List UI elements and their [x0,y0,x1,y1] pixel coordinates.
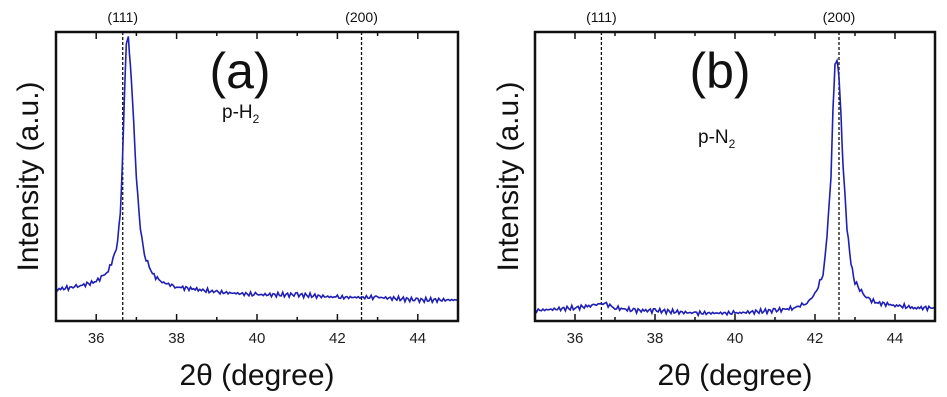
sample-label-base: p-N [698,127,729,148]
x-tick-label: 44 [409,330,426,347]
sample-label-base: p-H [222,102,253,123]
y-axis-label: Intensity (a.u.) [12,81,45,271]
reference-label-0: (111) [586,9,617,25]
panel-a: (111) (200) 36 38 40 42 44 2θ (degree) Intensity… [12,9,460,392]
x-tick-label: 38 [647,330,664,347]
x-tick-label: 36 [567,330,584,347]
sample-label: p-H2 [222,102,260,126]
reference-label-1: (200) [823,9,856,25]
x-tick-label: 42 [807,330,824,347]
reference-label-1: (200) [345,9,378,25]
y-axis-label: Intensity (a.u.) [492,81,525,271]
sample-label-subscript: 2 [729,137,736,151]
panel-letter: (b) [689,43,750,99]
sample-label: p-N2 [698,127,736,151]
x-tick-label: 36 [88,330,105,347]
x-tick-label: 44 [887,330,904,347]
x-tick-label: 38 [168,330,185,347]
x-tick-label: 40 [727,330,744,347]
x-tick-label: 40 [249,330,266,347]
series-line-0 [55,36,459,305]
series-line-0 [534,57,936,318]
x-tick-label: 42 [329,330,346,347]
x-axis-label: 2θ (degree) [657,359,812,392]
sample-label-subscript: 2 [253,112,260,126]
panel-letter: (a) [209,43,270,99]
x-axis-label: 2θ (degree) [179,359,334,392]
reference-label-0: (111) [107,9,138,25]
panel-b: (111) (200) 36 38 40 42 44 2θ (degree) Intensity… [492,9,937,392]
